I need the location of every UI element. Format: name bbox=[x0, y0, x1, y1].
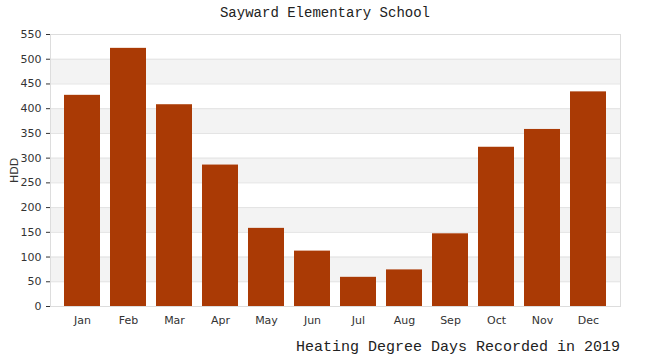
svg-text:Mar: Mar bbox=[164, 314, 185, 327]
svg-text:200: 200 bbox=[21, 201, 42, 214]
svg-text:Jul: Jul bbox=[351, 314, 365, 327]
svg-text:Aug: Aug bbox=[394, 314, 415, 327]
svg-text:May: May bbox=[255, 314, 278, 327]
svg-text:350: 350 bbox=[21, 127, 42, 140]
svg-text:150: 150 bbox=[21, 226, 42, 239]
html-text:Sayward Elementary School: Sayward Elementary School bbox=[220, 5, 430, 21]
svg-text:Sep: Sep bbox=[440, 314, 461, 327]
svg-text:Jan: Jan bbox=[73, 314, 91, 327]
svg-text:450: 450 bbox=[21, 77, 42, 90]
svg-text:300: 300 bbox=[21, 152, 42, 165]
svg-text:Jun: Jun bbox=[303, 314, 321, 327]
svg-text:Oct: Oct bbox=[487, 314, 507, 327]
svg-text:HDD: HDD bbox=[8, 158, 21, 183]
svg-text:500: 500 bbox=[21, 53, 42, 66]
svg-text:0: 0 bbox=[35, 300, 42, 313]
svg-text:250: 250 bbox=[21, 176, 42, 189]
svg-text:50: 50 bbox=[28, 275, 42, 288]
svg-text:100: 100 bbox=[21, 251, 42, 264]
svg-text:400: 400 bbox=[21, 102, 42, 115]
svg-text:Apr: Apr bbox=[211, 314, 231, 327]
html-text:Heating Degree Days Recorded i: Heating Degree Days Recorded in 2019 bbox=[295, 339, 620, 356]
svg-text:550: 550 bbox=[21, 28, 42, 41]
svg-text:Feb: Feb bbox=[119, 314, 138, 327]
svg-text:Nov: Nov bbox=[532, 314, 554, 327]
svg-text:Dec: Dec bbox=[578, 314, 599, 327]
